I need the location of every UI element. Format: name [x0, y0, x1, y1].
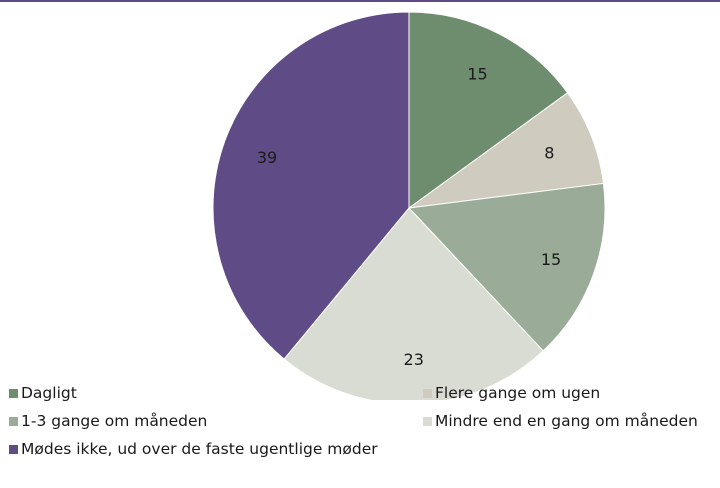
top-rule: [0, 0, 720, 2]
legend-swatch-moedes-ikke: [9, 444, 18, 454]
legend-swatch-mindre-end-en-gang-om-maaneden: [423, 416, 432, 426]
legend-label-mindre-end-en-gang-om-maaneden: Mindre end en gang om måneden: [435, 412, 698, 430]
pie-chart: 15 8 15 23 39: [212, 11, 606, 400]
pie-value-label-mindre-end-en-gang-om-maaneden: 23: [404, 350, 424, 369]
legend-label-1-3-gange-om-maaneden: 1-3 gange om måneden: [21, 412, 208, 430]
legend-item-moedes-ikke: Mødes ikke, ud over de faste ugentlige m…: [9, 440, 378, 458]
pie-value-label-1-3-gange-om-maaneden: 15: [541, 250, 561, 269]
pie-slice-dagligt: [408, 11, 569, 209]
pie-slice-moedes-ikke-ud-over-de-faste-ugentlige-moeder: [212, 11, 410, 360]
pie-value-label-moedes-ikke-ud-over-de-faste-ugentlige-moeder: 39: [257, 148, 277, 167]
legend-item-mindre-end-en-gang-om-maaneden: Mindre end en gang om måneden: [423, 412, 698, 430]
legend-item-1-3-gange-om-maaneden: 1-3 gange om måneden: [9, 412, 207, 430]
pie-slice-1-3-gange-om-maaneden: [407, 182, 606, 352]
pie-value-label-flere-gange-om-ugen: 8: [544, 143, 554, 162]
pie-value-labels: 15 8 15 23 39: [257, 65, 561, 369]
pie-slice-flere-gange-om-ugen: [408, 92, 605, 209]
pie-value-label-dagligt: 15: [467, 65, 487, 84]
pie-slices: [212, 11, 606, 400]
legend-swatch-1-3-gange-om-maaneden: [9, 416, 18, 426]
legend-label-moedes-ikke: Mødes ikke, ud over de faste ugentlige m…: [21, 440, 378, 458]
pie-slice-mindre-end-en-gang-om-maaneden: [283, 207, 544, 400]
